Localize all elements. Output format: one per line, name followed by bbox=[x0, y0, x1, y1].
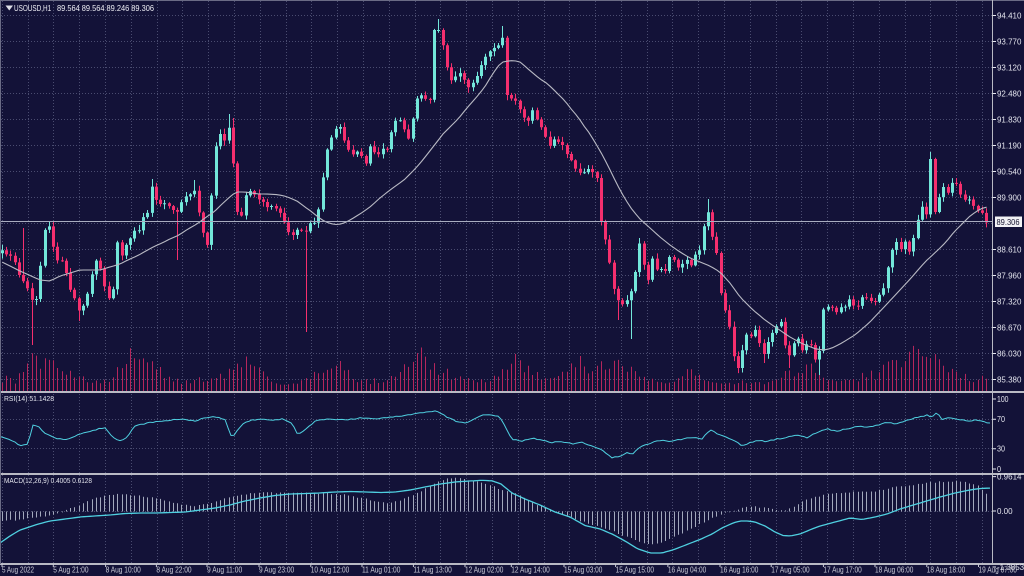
svg-text:18 Aug 18:00: 18 Aug 18:00 bbox=[927, 565, 966, 575]
svg-text:8 Aug 22:00: 8 Aug 22:00 bbox=[156, 565, 191, 575]
svg-text:87.960: 87.960 bbox=[997, 271, 1022, 280]
svg-text:18 Aug 06:00: 18 Aug 06:00 bbox=[875, 565, 914, 575]
svg-text:89.900: 89.900 bbox=[997, 193, 1022, 202]
svg-text:RSI(14) 51.1428: RSI(14) 51.1428 bbox=[4, 394, 54, 403]
svg-text:91.830: 91.830 bbox=[997, 115, 1022, 124]
svg-text:92.480: 92.480 bbox=[997, 89, 1022, 98]
svg-text:9 Aug 23:00: 9 Aug 23:00 bbox=[259, 565, 294, 575]
svg-text:87.320: 87.320 bbox=[997, 297, 1022, 306]
svg-text:11 Aug 13:00: 11 Aug 13:00 bbox=[413, 565, 452, 575]
svg-text:94.410: 94.410 bbox=[997, 11, 1022, 20]
svg-text:11 Aug 01:00: 11 Aug 01:00 bbox=[362, 565, 401, 575]
svg-text:5 Aug 2022: 5 Aug 2022 bbox=[2, 565, 34, 575]
svg-text:0.9614: 0.9614 bbox=[997, 473, 1022, 482]
svg-text:USOUSD,H1: USOUSD,H1 bbox=[14, 4, 52, 13]
svg-text:16 Aug 16:00: 16 Aug 16:00 bbox=[720, 565, 759, 575]
svg-text:8 Aug 10:00: 8 Aug 10:00 bbox=[106, 565, 141, 575]
svg-text:91.190: 91.190 bbox=[997, 141, 1022, 150]
svg-text:89.306: 89.306 bbox=[997, 218, 1021, 227]
svg-text:-1.3853: -1.3853 bbox=[997, 563, 1024, 572]
svg-text:12 Aug 02:00: 12 Aug 02:00 bbox=[465, 565, 504, 575]
svg-text:88.610: 88.610 bbox=[997, 245, 1022, 254]
svg-text:0: 0 bbox=[997, 465, 1001, 474]
svg-text:89.564 89.564 89.246 89.306: 89.564 89.564 89.246 89.306 bbox=[57, 4, 155, 13]
svg-text:70: 70 bbox=[997, 415, 1005, 424]
svg-text:93.120: 93.120 bbox=[997, 63, 1022, 72]
svg-text:17 Aug 05:00: 17 Aug 05:00 bbox=[771, 565, 810, 575]
svg-text:90.540: 90.540 bbox=[997, 167, 1022, 176]
svg-text:0.00: 0.00 bbox=[997, 507, 1013, 516]
svg-text:16 Aug 04:00: 16 Aug 04:00 bbox=[668, 565, 707, 575]
svg-text:15 Aug 03:00: 15 Aug 03:00 bbox=[564, 565, 603, 575]
svg-text:85.380: 85.380 bbox=[997, 375, 1022, 384]
svg-text:86.030: 86.030 bbox=[997, 349, 1022, 358]
svg-text:MACD(12,26,9) 0.4005 0.6128: MACD(12,26,9) 0.4005 0.6128 bbox=[4, 476, 92, 485]
svg-text:12 Aug 14:00: 12 Aug 14:00 bbox=[511, 565, 550, 575]
svg-text:100: 100 bbox=[997, 395, 1009, 404]
svg-text:17 Aug 17:00: 17 Aug 17:00 bbox=[823, 565, 862, 575]
svg-text:15 Aug 15:00: 15 Aug 15:00 bbox=[616, 565, 655, 575]
svg-text:19 Aug 07:00: 19 Aug 07:00 bbox=[979, 565, 1018, 575]
svg-text:93.770: 93.770 bbox=[997, 37, 1022, 46]
svg-text:5 Aug 21:00: 5 Aug 21:00 bbox=[53, 565, 88, 575]
svg-text:30: 30 bbox=[997, 445, 1005, 454]
svg-text:86.670: 86.670 bbox=[997, 323, 1022, 332]
svg-text:9 Aug 11:00: 9 Aug 11:00 bbox=[207, 565, 242, 575]
svg-text:10 Aug 12:00: 10 Aug 12:00 bbox=[311, 565, 350, 575]
